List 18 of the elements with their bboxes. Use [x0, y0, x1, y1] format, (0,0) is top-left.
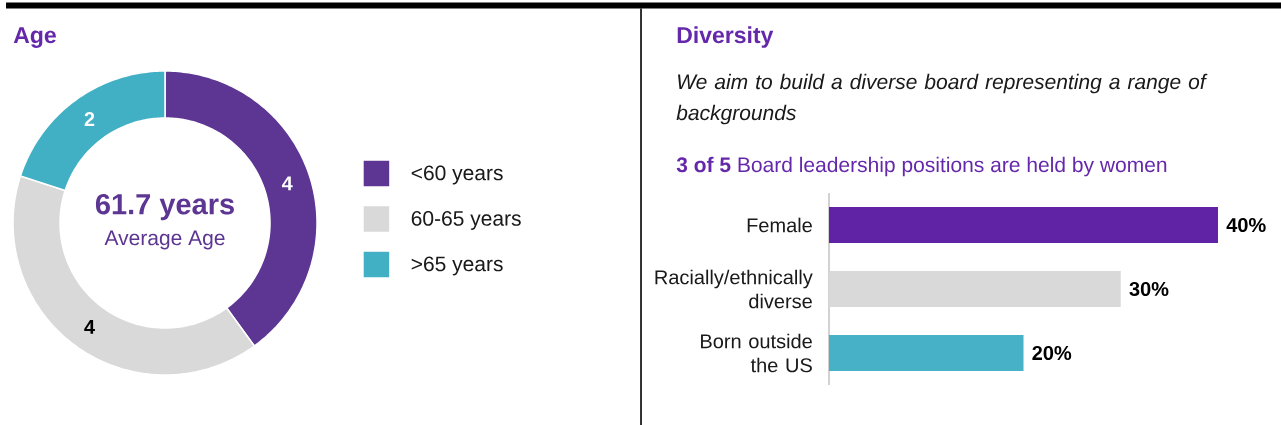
- text: 61.7 years: [95, 193, 234, 221]
- data-label: 2: [84, 112, 95, 127]
- data-label: 30%: [1129, 281, 1169, 297]
- data-label: 20%: [1032, 345, 1072, 361]
- y-tick-label: Female: [747, 217, 812, 233]
- data-label: 4: [281, 176, 293, 191]
- y-tick-label: Born outside the US: [701, 333, 812, 373]
- chart-title: Age: [13, 27, 56, 48]
- legend-label: 60-65 years: [411, 210, 521, 230]
- legend-label: >65 years: [411, 256, 503, 276]
- text: 3 of 5 Board leadership positions are held by women: [676, 156, 1167, 177]
- y-tick-label: Racially/ethnically diverse: [655, 269, 813, 309]
- data-label: 40%: [1226, 217, 1266, 233]
- chart-subtitle: We aim to build a diverse board representing a range of backgrounds: [676, 73, 1208, 125]
- chart-title: Diversity: [677, 26, 774, 48]
- data-label: 4: [84, 320, 95, 334]
- text: Average Age: [104, 230, 225, 250]
- legend-label: <60 years: [411, 165, 503, 185]
